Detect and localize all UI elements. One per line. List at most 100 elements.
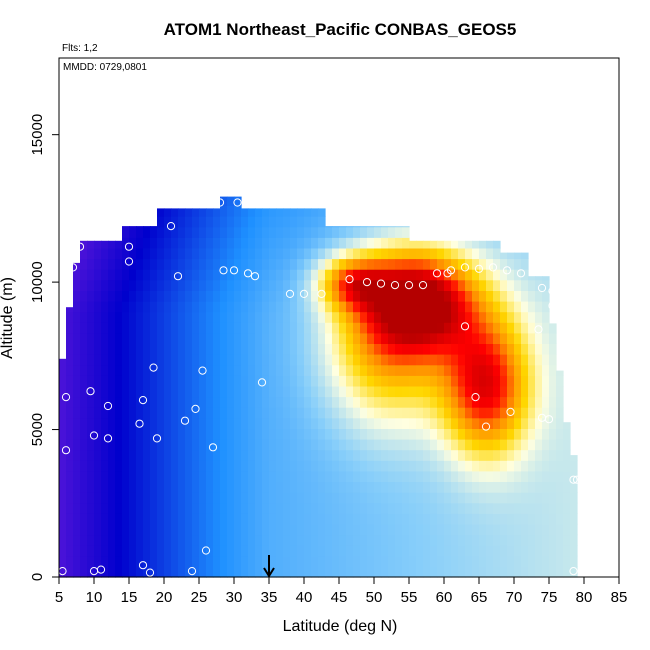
heatmap-cell [108, 343, 116, 355]
heatmap-cell [402, 513, 410, 525]
heatmap-cell [332, 290, 340, 302]
heatmap-cell [402, 555, 410, 567]
heatmap-cell [311, 555, 319, 567]
heatmap-cell [108, 502, 116, 514]
heatmap-cell [332, 492, 340, 504]
heatmap-cell [143, 523, 151, 536]
heatmap-cell [318, 375, 326, 387]
heatmap-cell [304, 407, 312, 419]
heatmap-cell [318, 439, 326, 451]
heatmap-cell [115, 502, 123, 514]
heatmap-cell [381, 279, 389, 291]
heatmap-cell [325, 502, 333, 514]
heatmap-cell [521, 513, 529, 525]
heatmap-cell [150, 449, 158, 461]
heatmap-cell [171, 301, 179, 313]
chart-title: ATOM1 Northeast_Pacific CONBAS_GEOS5 [164, 20, 517, 39]
heatmap-cell [402, 481, 410, 493]
heatmap-cell [94, 523, 102, 536]
heatmap-cell [353, 364, 361, 376]
observation-point [481, 422, 491, 431]
heatmap-cell [164, 332, 172, 344]
heatmap-cell [178, 492, 186, 504]
heatmap-cell [493, 354, 501, 366]
heatmap-cell [346, 354, 354, 366]
heatmap-cell [164, 258, 172, 270]
heatmap-cell [241, 417, 249, 429]
heatmap-cell [206, 343, 214, 355]
heatmap-cell [332, 439, 340, 451]
heatmap-cell [353, 439, 361, 451]
heatmap-cell [479, 343, 487, 355]
heatmap-cell [206, 385, 214, 398]
heatmap-cell [297, 269, 305, 281]
heatmap-cell [136, 311, 144, 323]
heatmap-cell [227, 428, 235, 440]
heatmap-cell [178, 513, 186, 525]
heatmap-cell [486, 269, 494, 281]
heatmap-cell [486, 492, 494, 504]
heatmap-cell [493, 269, 501, 281]
heatmap-cell [59, 523, 67, 536]
heatmap-cell [157, 385, 165, 398]
heatmap-cell [388, 364, 396, 376]
heatmap-cell [213, 290, 221, 302]
heatmap-cell [227, 364, 235, 376]
heatmap-cell [269, 332, 277, 344]
heatmap-cell [451, 240, 459, 249]
heatmap-cell [269, 460, 277, 472]
heatmap-cell [451, 247, 459, 260]
heatmap-cell [143, 226, 151, 228]
heatmap-cell [304, 364, 312, 376]
heatmap-cell [521, 396, 529, 408]
heatmap-cell [185, 523, 193, 536]
heatmap-cell [542, 322, 550, 334]
heatmap-cell [157, 237, 165, 249]
heatmap-cell [276, 279, 284, 291]
heatmap-cell [416, 481, 424, 493]
heatmap-cell [388, 502, 396, 514]
heatmap-cell [178, 523, 186, 536]
heatmap-cell [570, 566, 578, 578]
heatmap-cell [374, 290, 382, 302]
heatmap-cell [374, 481, 382, 493]
heatmap-cell [500, 301, 508, 313]
heatmap-cell [388, 247, 396, 260]
heatmap-cell [388, 555, 396, 567]
heatmap-cell [500, 449, 508, 461]
heatmap-cell [430, 322, 438, 334]
heatmap-cell [514, 301, 522, 313]
heatmap-cell [346, 332, 354, 344]
heatmap-cell [374, 226, 382, 228]
heatmap-cell [318, 311, 326, 323]
heatmap-cell [185, 449, 193, 461]
heatmap-cell [101, 492, 109, 504]
heatmap-cell [276, 470, 284, 482]
heatmap-cell [66, 311, 74, 323]
heatmap-cell [143, 343, 151, 355]
heatmap-cell [465, 375, 473, 387]
heatmap-cell [192, 428, 200, 440]
heatmap-cell [185, 208, 193, 217]
heatmap-cell [346, 523, 354, 536]
heatmap-cell [549, 502, 557, 514]
heatmap-cell [227, 417, 235, 429]
heatmap-cell [80, 290, 88, 302]
heatmap-cell [332, 534, 340, 546]
heatmap-cell [290, 364, 298, 376]
heatmap-cell [479, 523, 487, 536]
heatmap-cell [94, 481, 102, 493]
heatmap-cell [409, 545, 417, 557]
heatmap-cell [374, 396, 382, 408]
heatmap-cell [80, 545, 88, 557]
heatmap-cell [157, 470, 165, 482]
heatmap-cell [255, 396, 263, 408]
heatmap-cell [318, 226, 326, 238]
heatmap-cell [381, 332, 389, 344]
heatmap-cell [129, 523, 137, 536]
heatmap-cell [500, 502, 508, 514]
heatmap-cell [262, 290, 270, 302]
heatmap-cell [255, 208, 263, 217]
heatmap-cell [507, 417, 515, 429]
heatmap-cell [283, 534, 291, 546]
